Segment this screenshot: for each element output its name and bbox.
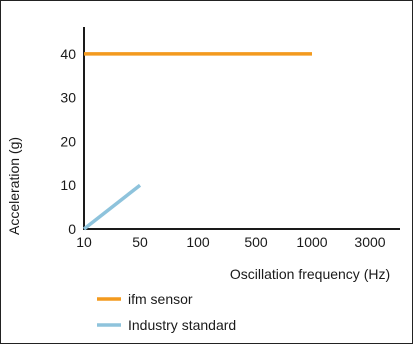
axes xyxy=(83,27,400,230)
x-tick-label: 10 xyxy=(76,234,92,250)
y-tick-label: 40 xyxy=(60,46,76,62)
y-tick-label: 0 xyxy=(68,221,76,237)
y-tick-label: 10 xyxy=(60,177,76,193)
x-axis-title: Oscillation frequency (Hz) xyxy=(230,266,390,282)
series-line-2 xyxy=(82,183,142,231)
y-tick-label: 20 xyxy=(60,133,76,149)
x-tick-labels: 10 50 100 500 1000 3000 xyxy=(76,234,386,250)
legend: ifm sensor Industry standard xyxy=(97,291,236,333)
x-tick-label: 1000 xyxy=(296,234,327,250)
x-tick-label: 100 xyxy=(186,234,210,250)
x-tick-label: 50 xyxy=(132,234,148,250)
x-tick-label: 500 xyxy=(244,234,268,250)
y-axis-title: Acceleration (g) xyxy=(6,137,22,235)
legend-label: ifm sensor xyxy=(128,291,193,307)
x-tick-label: 3000 xyxy=(354,234,385,250)
y-tick-label: 30 xyxy=(60,90,76,106)
y-tick-labels: 0 10 20 30 40 xyxy=(60,46,76,237)
legend-label: Industry standard xyxy=(128,317,236,333)
series-lines xyxy=(82,52,312,231)
